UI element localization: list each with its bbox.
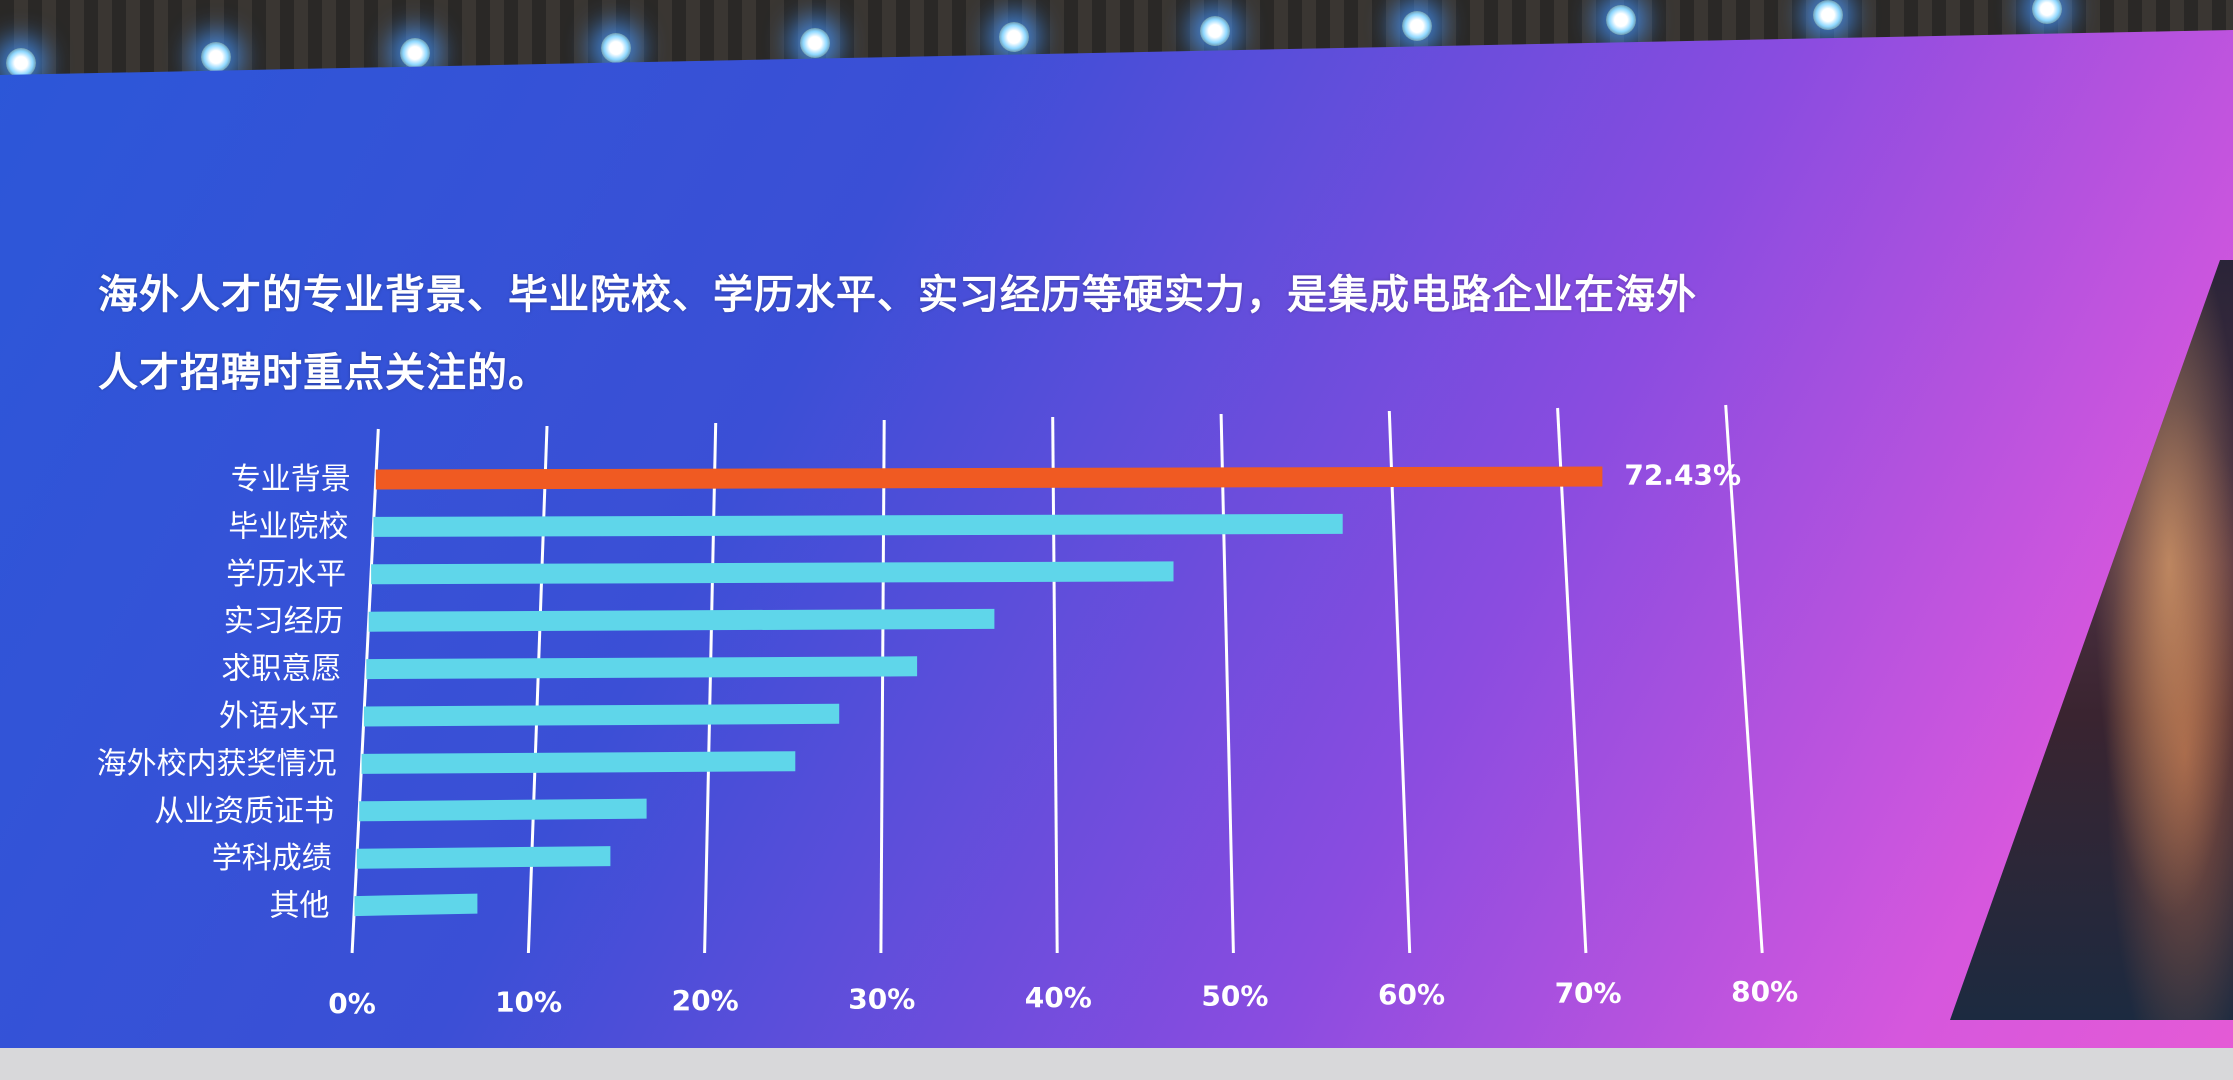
x-tick-label-2: 20%: [672, 984, 739, 1017]
gridline-0: [350, 428, 380, 954]
x-tick-label-0: 0%: [328, 987, 376, 1020]
stage-light-1: [6, 48, 36, 78]
gridline-8: [1724, 404, 1764, 954]
category-label-1: 毕业院校: [228, 509, 348, 544]
x-tick-label-8: 80%: [1731, 975, 1798, 1008]
stage-light-6: [999, 22, 1029, 52]
x-tick-label-4: 40%: [1025, 981, 1092, 1014]
stage-light-10: [1813, 0, 1843, 30]
gridline-4: [1051, 416, 1059, 954]
stage-light-3: [400, 38, 430, 68]
gridline-6: [1387, 410, 1412, 954]
category-label-4: 求职意愿: [221, 652, 341, 687]
stage-light-8: [1402, 11, 1432, 41]
category-label-8: 学科成绩: [212, 841, 332, 876]
category-label-0: 专业背景: [231, 462, 351, 497]
stage-light-9: [1606, 5, 1636, 35]
bar-7: [359, 798, 647, 822]
bar-6: [361, 751, 796, 774]
stage-light-11: [2032, 0, 2062, 24]
category-label-9: 其他: [270, 889, 330, 924]
x-tick-label-3: 30%: [848, 983, 915, 1016]
gridline-2: [703, 422, 718, 954]
stage-light-4: [601, 33, 631, 63]
data-label-0: 72.43%: [1624, 459, 1741, 492]
gridline-3: [879, 419, 886, 954]
bar-0: [375, 466, 1603, 490]
gridline-5: [1219, 413, 1235, 954]
slide-title-line-1: 海外人才的专业背景、毕业院校、学历水平、实习经历等硬实力，是集成电路企业在海外: [98, 272, 1697, 318]
bar-3: [368, 608, 995, 632]
bar-8: [356, 846, 611, 869]
category-label-5: 外语水平: [219, 699, 339, 734]
category-label-7: 从业资质证书: [154, 794, 334, 829]
gridline-7: [1556, 407, 1588, 954]
stage-floor: [0, 1048, 2233, 1080]
x-tick-label-5: 50%: [1201, 980, 1268, 1013]
category-label-6: 海外校内获奖情况: [97, 746, 337, 781]
stage-light-5: [800, 28, 830, 58]
stage-light-2: [201, 42, 231, 72]
gridline-1: [526, 425, 549, 954]
bar-1: [373, 513, 1343, 537]
stage-light-7: [1200, 16, 1230, 46]
category-label-3: 实习经历: [224, 604, 344, 639]
x-tick-label-7: 70%: [1555, 977, 1622, 1010]
bar-4: [366, 656, 918, 680]
x-tick-label-6: 60%: [1378, 978, 1445, 1011]
bar-5: [363, 703, 840, 727]
category-label-2: 学历水平: [226, 557, 346, 592]
x-tick-label-1: 10%: [495, 986, 562, 1019]
slide-title-line-2: 人才招聘时重点关注的。: [98, 350, 549, 396]
bar-9: [354, 893, 478, 917]
bar-2: [371, 561, 1174, 585]
